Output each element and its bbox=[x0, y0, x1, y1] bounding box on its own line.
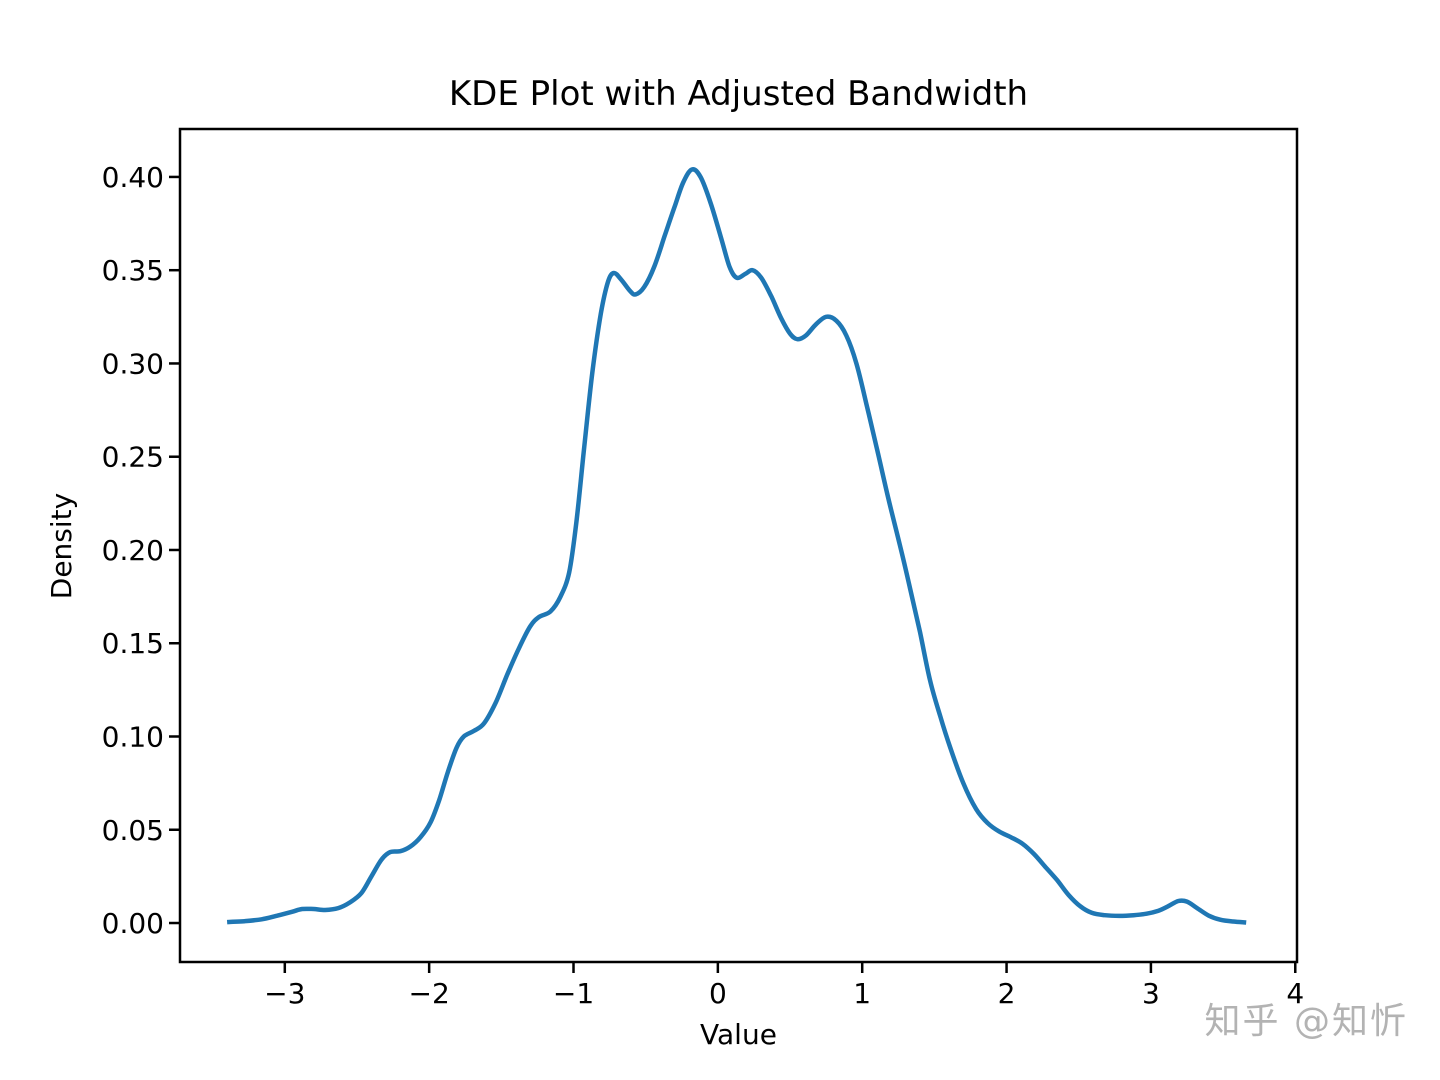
x-tick-label: −2 bbox=[409, 977, 450, 1010]
watermark-text: 知乎 @知忻 bbox=[1204, 1001, 1408, 1042]
x-tick-label: 1 bbox=[853, 977, 871, 1010]
y-axis-ticks: 0.00 0.05 0.10 0.15 0.20 0.25 0.30 0.35 0.40 bbox=[102, 161, 180, 940]
axes-spines bbox=[178, 127, 1299, 964]
x-tick-label: 2 bbox=[998, 977, 1016, 1010]
y-tick-label: 0.00 bbox=[102, 907, 164, 940]
x-tick-label: 4 bbox=[1286, 977, 1304, 1010]
x-tick-label: 0 bbox=[709, 977, 727, 1010]
x-tick-label: 3 bbox=[1142, 977, 1160, 1010]
x-axis-ticks: −3 −2 −1 0 1 2 3 4 bbox=[264, 962, 1304, 1010]
y-tick-label: 0.30 bbox=[102, 347, 164, 380]
y-tick-label: 0.40 bbox=[102, 161, 164, 194]
chart-title: KDE Plot with Adjusted Bandwidth bbox=[448, 74, 1029, 114]
kde-curve bbox=[226, 167, 1247, 925]
y-tick-label: 0.35 bbox=[102, 254, 164, 287]
y-tick-label: 0.25 bbox=[102, 441, 164, 474]
axes-frame bbox=[178, 127, 1299, 964]
y-tick-label: 0.20 bbox=[102, 534, 164, 567]
y-axis-label: Density bbox=[45, 492, 78, 600]
x-axis-label: Value bbox=[700, 1018, 777, 1051]
x-tick-label: −1 bbox=[553, 977, 594, 1010]
y-tick-label: 0.05 bbox=[102, 814, 164, 847]
x-tick-label: −3 bbox=[264, 977, 305, 1010]
y-tick-label: 0.10 bbox=[102, 720, 164, 753]
y-tick-label: 0.15 bbox=[102, 627, 164, 660]
